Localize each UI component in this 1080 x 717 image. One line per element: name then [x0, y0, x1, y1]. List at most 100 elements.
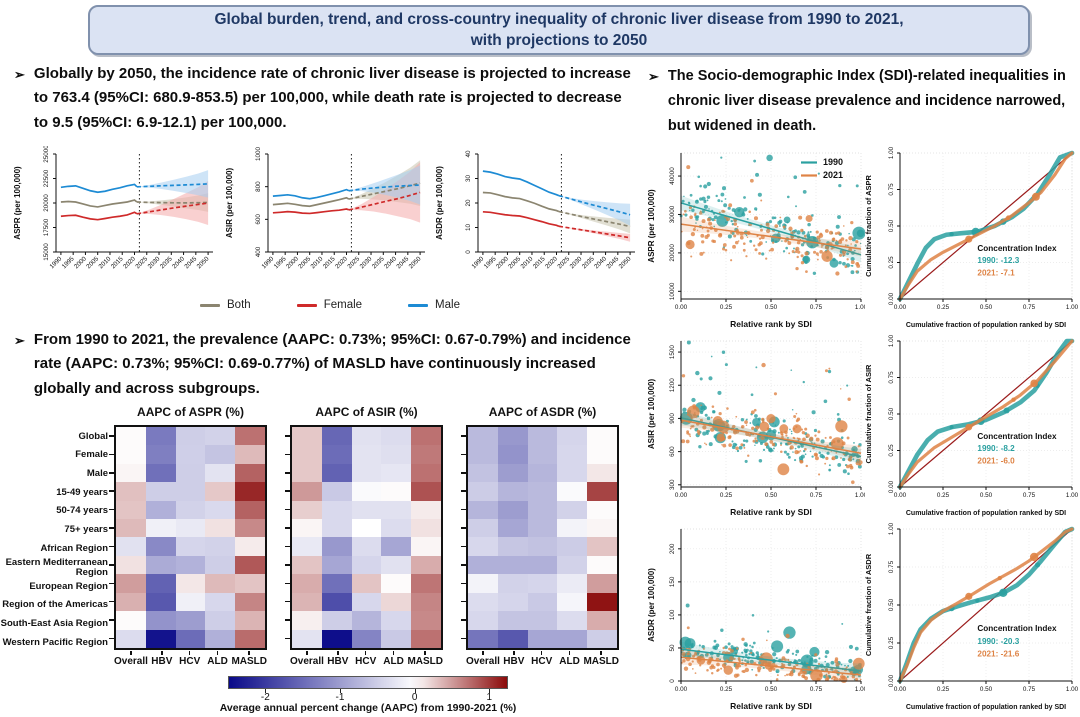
svg-text:1.00: 1.00 — [855, 492, 865, 499]
heatmap-col-label: ALD — [204, 651, 232, 667]
bullet-arrow-icon: ➢ — [648, 69, 659, 84]
bullet-sdi-inequality-text: The Socio-demographic Index (SDI)-relate… — [667, 68, 1066, 134]
svg-text:0.75: 0.75 — [888, 183, 895, 196]
heatmap-cell — [321, 463, 352, 483]
heatmap-row-tick — [461, 545, 466, 548]
heatmap-cell — [381, 629, 412, 648]
heatmap-row-label: Eastern Mediterranean Region — [5, 556, 108, 578]
svg-text:2035: 2035 — [371, 255, 386, 270]
svg-text:2021: -21.6: 2021: -21.6 — [977, 650, 1019, 659]
heatmap-cell — [321, 574, 352, 593]
svg-text:0.75: 0.75 — [810, 492, 823, 499]
svg-text:0.25: 0.25 — [720, 686, 733, 693]
heatmap-col-label: MASLD — [231, 651, 267, 667]
svg-text:10000: 10000 — [669, 282, 676, 300]
heatmap-col-label: HCV — [176, 651, 204, 667]
heatmap-cell — [235, 537, 265, 556]
svg-text:0.75: 0.75 — [810, 686, 823, 693]
heatmap-cell — [468, 463, 498, 483]
title-line-1: Global burden, trend, and cross-country … — [214, 10, 904, 28]
svg-text:2005: 2005 — [507, 255, 522, 270]
heatmap-row-label: 75+ years — [64, 523, 108, 535]
heatmap-cell — [205, 629, 236, 648]
heatmap-cell — [351, 611, 382, 630]
svg-text:ASPR (per 100,000): ASPR (per 100,000) — [13, 166, 22, 240]
svg-text:0.75: 0.75 — [1023, 492, 1036, 499]
heatmap-row-label: European Region — [29, 580, 108, 592]
heatmap-col-label: Overall — [466, 651, 500, 667]
svg-text:1.00: 1.00 — [1066, 492, 1079, 499]
heatmap-cell — [468, 445, 498, 464]
heatmap-col-label: HBV — [500, 651, 528, 667]
heatmap-cell — [497, 482, 528, 501]
heatmap-col-label: Overall — [114, 651, 148, 667]
svg-text:900: 900 — [669, 413, 676, 424]
heatmap-cell — [468, 555, 498, 575]
svg-text:0.75: 0.75 — [1023, 304, 1036, 311]
heatmap-cell — [468, 629, 498, 648]
colorbar-tick-label: -1 — [335, 692, 345, 703]
heatmap-row-tick — [109, 637, 114, 640]
heatmap-cell — [381, 537, 412, 556]
heatmap-cell — [527, 445, 558, 464]
heatmap-cell — [292, 537, 322, 556]
heatmap-row-tick — [285, 600, 290, 603]
heatmap-cell — [587, 519, 617, 538]
colorbar-tick-label: 0 — [411, 692, 418, 703]
svg-text:2020: 2020 — [334, 255, 349, 270]
heatmap-cell — [116, 574, 146, 593]
heatmap-col-label: HCV — [528, 651, 556, 667]
heatmap-cell — [116, 463, 146, 483]
heatmap-row-label: Global — [78, 430, 108, 442]
svg-text:1.00: 1.00 — [888, 335, 895, 347]
colorbar-tick — [265, 689, 267, 693]
heatmap-row-tick — [461, 435, 466, 437]
svg-text:2025: 2025 — [556, 255, 571, 270]
chart-svg: 0.00 0.25 0.50 0.75 1.00 300 600 900 1200 1500 Rel… — [647, 340, 868, 517]
heatmap-cell — [235, 482, 265, 501]
heatmap-row-tick — [109, 490, 114, 492]
heatmap-cell — [351, 629, 382, 648]
legend-label: Both — [227, 299, 251, 311]
heatmap-asdr-columns: Overall HBV HCV ALD MASLD — [466, 651, 619, 667]
legend-item-male: Male — [408, 299, 460, 311]
heatmap-cell — [587, 611, 617, 630]
svg-text:0.25: 0.25 — [888, 636, 895, 649]
heatmap-cell — [175, 463, 206, 483]
heatmap-cell — [116, 537, 146, 556]
heatmap-row-label: Region of the Americas — [2, 599, 108, 611]
svg-text:1990: 1990 — [470, 255, 485, 270]
heatmap-row-tick — [109, 508, 114, 511]
svg-text:2021: -6.0: 2021: -6.0 — [977, 457, 1015, 466]
heatmap-cell — [321, 555, 352, 575]
chart-svg: 0102030401990199520002005201020152020202… — [435, 150, 635, 270]
heatmap-cell — [527, 611, 558, 630]
heatmap-cell — [381, 592, 412, 612]
heatmap-cell — [497, 574, 528, 593]
heatmap-cell — [292, 574, 322, 593]
heatmap-row-tick — [285, 545, 290, 548]
svg-text:0.50: 0.50 — [980, 686, 993, 693]
heatmap-row-tick — [461, 582, 466, 585]
svg-text:1.00: 1.00 — [888, 147, 895, 159]
svg-text:2005: 2005 — [297, 255, 312, 270]
svg-text:Concentration Index: Concentration Index — [977, 244, 1057, 253]
svg-text:Relative rank by SDI: Relative rank by SDI — [730, 701, 812, 711]
chart-svg: 0.00 0.25 0.50 0.75 1.00 10000 20000 30000 40000… — [647, 152, 868, 329]
svg-text:1995: 1995 — [61, 255, 76, 270]
asir-sdi-scatter-chart: 0.00 0.25 0.50 0.75 1.00 300 600 900 1200 1500 Rel… — [645, 335, 868, 524]
svg-text:600: 600 — [255, 214, 262, 225]
heatmap-row-tick — [461, 508, 466, 511]
legend-item-female: Female — [296, 299, 362, 311]
heatmap-asdr-grid — [461, 425, 619, 650]
bullet-masld-text: From 1990 to 2021, the prevalence (AAPC:… — [33, 331, 631, 397]
heatmap-cell — [527, 500, 558, 520]
heatmap-cell — [145, 592, 176, 612]
heatmap-cell — [497, 427, 528, 446]
heatmap-cell — [497, 500, 528, 520]
chart-svg: 0.000.00 0.25 0.25 0.50 0.50 0.75 0.75 1.00 1.00… — [864, 522, 1079, 711]
heatmap-cell — [145, 611, 176, 630]
svg-text:2040: 2040 — [593, 255, 608, 270]
title-banner: Global burden, trend, and cross-country … — [88, 5, 1030, 55]
svg-text:0.25: 0.25 — [937, 492, 950, 499]
